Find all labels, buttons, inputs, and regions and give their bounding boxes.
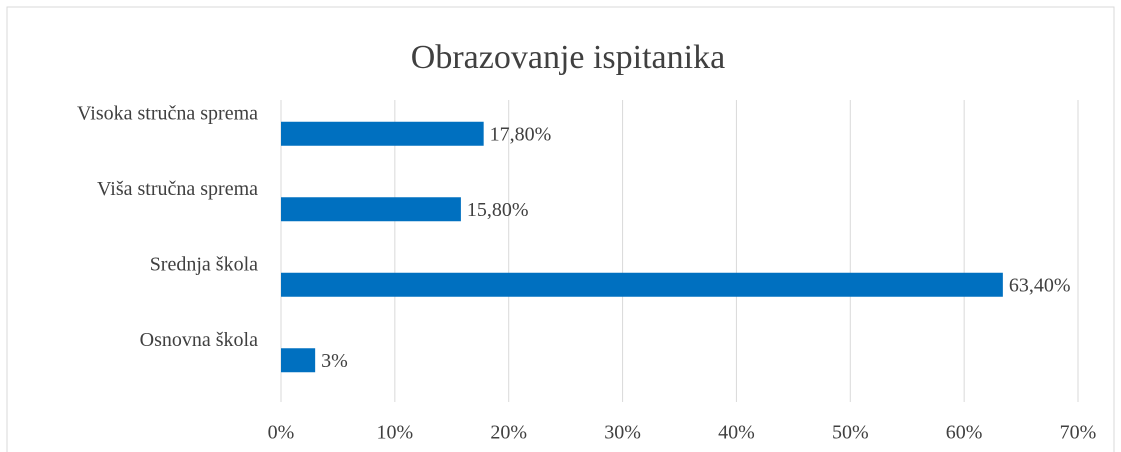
y-tick-label: Osnovna škola xyxy=(140,329,258,351)
x-tick-label: 10% xyxy=(377,422,414,444)
x-tick-label: 70% xyxy=(1060,422,1097,444)
bar xyxy=(281,197,461,222)
bar xyxy=(281,121,484,146)
data-label: 63,40% xyxy=(1009,274,1071,296)
x-tick-label: 40% xyxy=(718,422,755,444)
y-tick-label: Srednja škola xyxy=(150,253,258,275)
x-tick-label: 50% xyxy=(832,422,869,444)
data-label: 17,80% xyxy=(490,123,552,145)
data-label: 3% xyxy=(321,350,348,372)
x-tick-label: 30% xyxy=(604,422,641,444)
y-tick-label: Viša stručna sprema xyxy=(97,178,258,200)
y-tick-label: Visoka stručna sprema xyxy=(77,102,258,124)
x-tick-label: 20% xyxy=(490,422,527,444)
x-tick-label: 60% xyxy=(946,422,983,444)
data-label: 15,80% xyxy=(467,199,529,221)
bar xyxy=(281,272,1003,297)
chart-title: Obrazovanje ispitanika xyxy=(411,39,725,76)
chart-border xyxy=(6,6,1115,452)
x-tick-label: 0% xyxy=(268,422,295,444)
bar xyxy=(281,348,316,373)
